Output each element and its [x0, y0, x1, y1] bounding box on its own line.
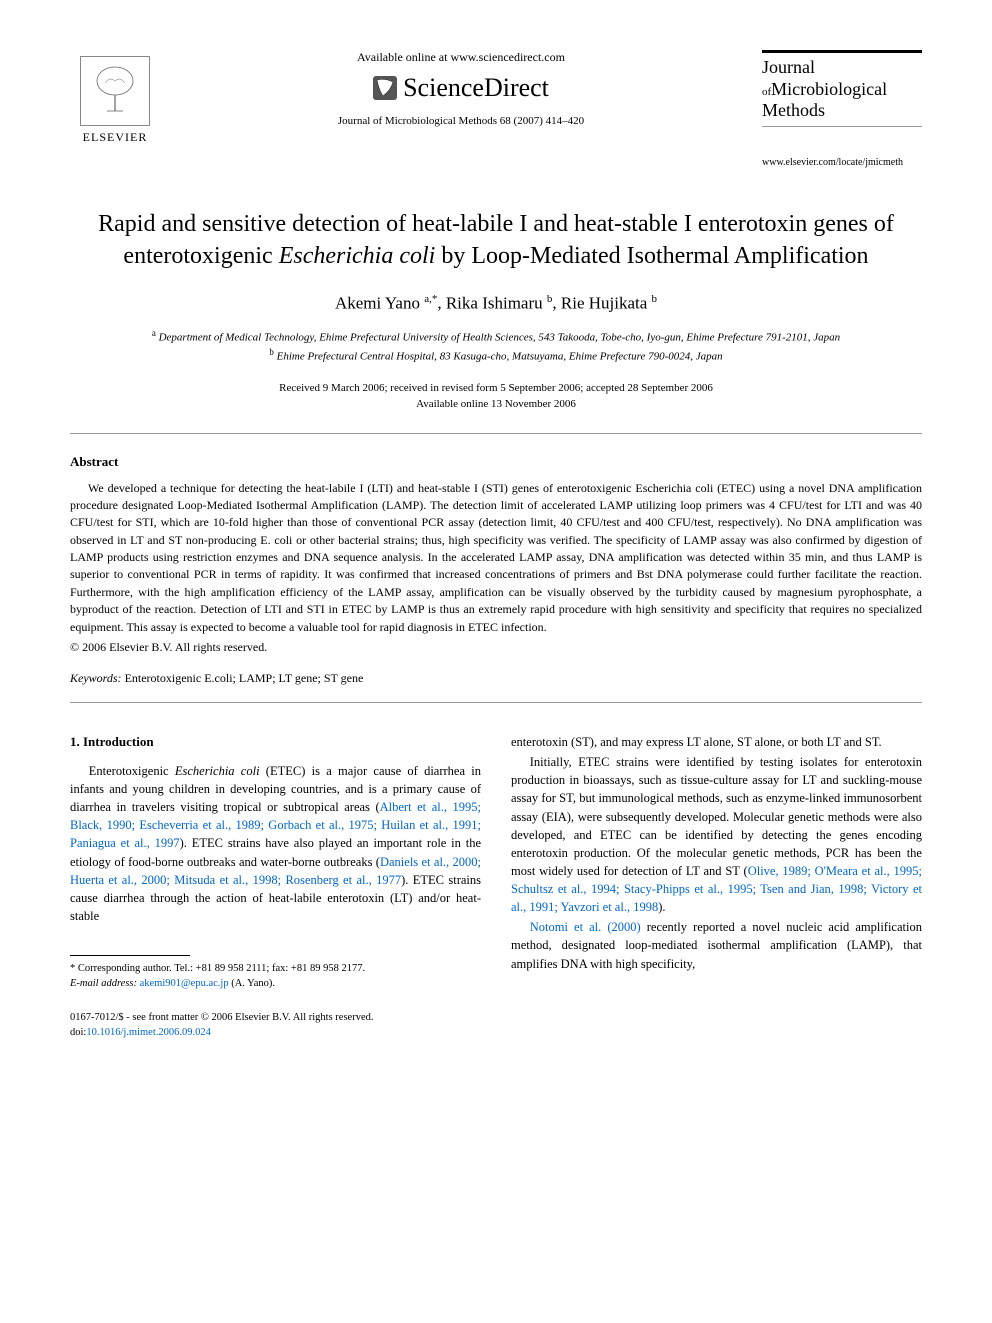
- right-column: enterotoxin (ST), and may express LT alo…: [511, 733, 922, 991]
- issn-line: 0167-7012/$ - see front matter © 2006 El…: [70, 1011, 922, 1026]
- journal-title-word3: Methods: [762, 100, 825, 120]
- article-dates: Received 9 March 2006; received in revis…: [70, 380, 922, 413]
- text-fragment: Initially, ETEC strains were identified …: [511, 755, 922, 878]
- intro-para-3: Notomi et al. (2000) recently reported a…: [511, 918, 922, 972]
- center-header: Available online at www.sciencedirect.co…: [160, 50, 762, 127]
- doi-link[interactable]: 10.1016/j.mimet.2006.09.024: [86, 1027, 211, 1038]
- intro-para-1-cont: enterotoxin (ST), and may express LT alo…: [511, 733, 922, 751]
- available-online-text: Available online at www.sciencedirect.co…: [180, 50, 742, 65]
- abstract-top-rule: [70, 433, 922, 434]
- section-1-heading: 1. Introduction: [70, 733, 481, 752]
- left-column: 1. Introduction Enterotoxigenic Escheric…: [70, 733, 481, 991]
- journal-title-word1: Journal: [762, 57, 815, 77]
- footnote-rule: [70, 955, 190, 956]
- affiliations: a Department of Medical Technology, Ehim…: [70, 327, 922, 365]
- sciencedirect-icon: [373, 76, 397, 100]
- authors-line: Akemi Yano a,*, Rika Ishimaru b, Rie Huj…: [70, 293, 922, 314]
- intro-para-1: Enterotoxigenic Escherichia coli (ETEC) …: [70, 762, 481, 925]
- abstract-section: Abstract We developed a technique for de…: [70, 454, 922, 704]
- publisher-name: ELSEVIER: [83, 130, 148, 145]
- corresponding-author-footnote: * Corresponding author. Tel.: +81 89 958…: [70, 962, 481, 991]
- email-label: E-mail address:: [70, 978, 137, 989]
- publisher-logo: ELSEVIER: [70, 50, 160, 150]
- journal-reference: Journal of Microbiological Methods 68 (2…: [180, 115, 742, 127]
- journal-title-word2: Microbiological: [771, 79, 887, 99]
- citation-link[interactable]: Notomi et al. (2000): [530, 920, 641, 934]
- author-email-link[interactable]: akemi901@epu.ac.jp: [140, 978, 229, 989]
- keywords-text: Enterotoxigenic E.coli; LAMP; LT gene; S…: [125, 671, 364, 685]
- keywords-line: Keywords: Enterotoxigenic E.coli; LAMP; …: [70, 671, 922, 703]
- journal-logo-rule: [762, 126, 922, 127]
- journal-title: Journal ofMicrobiological Methods: [762, 50, 922, 122]
- article-title: Rapid and sensitive detection of heat-la…: [90, 208, 902, 273]
- journal-url: www.elsevier.com/locate/jmicmeth: [762, 157, 922, 168]
- abstract-heading: Abstract: [70, 454, 922, 470]
- dates-online: Available online 13 November 2006: [416, 398, 576, 410]
- elsevier-tree-icon: [80, 56, 150, 126]
- email-author-name: (A. Yano).: [231, 978, 275, 989]
- page-header: ELSEVIER Available online at www.science…: [70, 50, 922, 168]
- keywords-label: Keywords:: [70, 671, 122, 685]
- dates-received: Received 9 March 2006; received in revis…: [279, 382, 713, 394]
- body-columns: 1. Introduction Enterotoxigenic Escheric…: [70, 733, 922, 991]
- corresponding-contact: * Corresponding author. Tel.: +81 89 958…: [70, 962, 481, 977]
- intro-para-2: Initially, ETEC strains were identified …: [511, 753, 922, 916]
- affiliation-b: Ehime Prefectural Central Hospital, 83 K…: [277, 351, 723, 363]
- platform-name: ScienceDirect: [403, 73, 549, 103]
- species-name: Escherichia coli: [175, 764, 260, 778]
- copyright-line: © 2006 Elsevier B.V. All rights reserved…: [70, 640, 922, 655]
- platform-brand: ScienceDirect: [180, 73, 742, 103]
- text-fragment: ).: [658, 900, 665, 914]
- journal-title-of: of: [762, 86, 771, 98]
- doi-label: doi:: [70, 1027, 86, 1038]
- journal-logo-block: Journal ofMicrobiological Methods www.el…: [762, 50, 922, 168]
- affiliation-a: Department of Medical Technology, Ehime …: [159, 332, 841, 344]
- text-fragment: Enterotoxigenic: [89, 764, 175, 778]
- abstract-body: We developed a technique for detecting t…: [70, 480, 922, 637]
- footer-meta: 0167-7012/$ - see front matter © 2006 El…: [70, 1011, 922, 1040]
